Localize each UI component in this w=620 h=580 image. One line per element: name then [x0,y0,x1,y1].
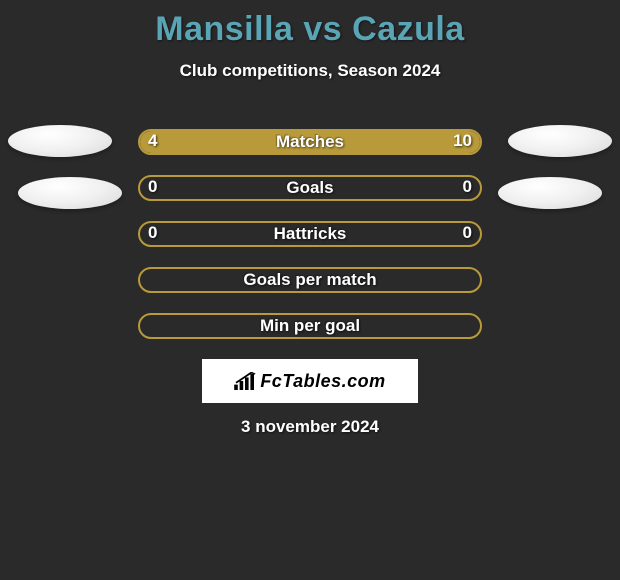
stat-row: Matches4 10 [0,119,620,165]
stat-value-right: 0 [463,223,472,243]
comparison-card: Mansilla vs Cazula Club competitions, Se… [0,0,620,580]
stat-value-right: 0 [463,177,472,197]
stat-row: Hattricks0 0 [0,211,620,257]
date-text: 3 november 2024 [0,417,620,437]
stat-value-left: 0 [148,223,157,243]
stat-bar: Goals per match [138,267,482,293]
logo-text: FcTables.com [260,371,385,392]
stat-row: Min per goal [0,303,620,349]
stat-bar: Min per goal [138,313,482,339]
stat-bar: Matches [138,129,482,155]
stat-label: Matches [140,131,480,153]
stat-label: Hattricks [140,223,480,245]
stat-label: Min per goal [140,315,480,337]
stat-row: Goals0 0 [0,165,620,211]
logo-box: FcTables.com [202,359,418,403]
stat-value-left: 0 [148,177,157,197]
stat-label: Goals [140,177,480,199]
stat-value-left: 4 [148,131,157,151]
subtitle: Club competitions, Season 2024 [0,61,620,81]
stats-area: Matches410Goals00Hattricks00Goals per ma… [0,119,620,349]
chart-icon [234,372,256,390]
stat-label: Goals per match [140,269,480,291]
stat-bar: Goals [138,175,482,201]
stat-value-right: 10 [453,131,472,151]
stat-rows: Matches410Goals00Hattricks00Goals per ma… [0,119,620,349]
stat-bar: Hattricks [138,221,482,247]
page-title: Mansilla vs Cazula [0,0,620,49]
stat-row: Goals per match [0,257,620,303]
